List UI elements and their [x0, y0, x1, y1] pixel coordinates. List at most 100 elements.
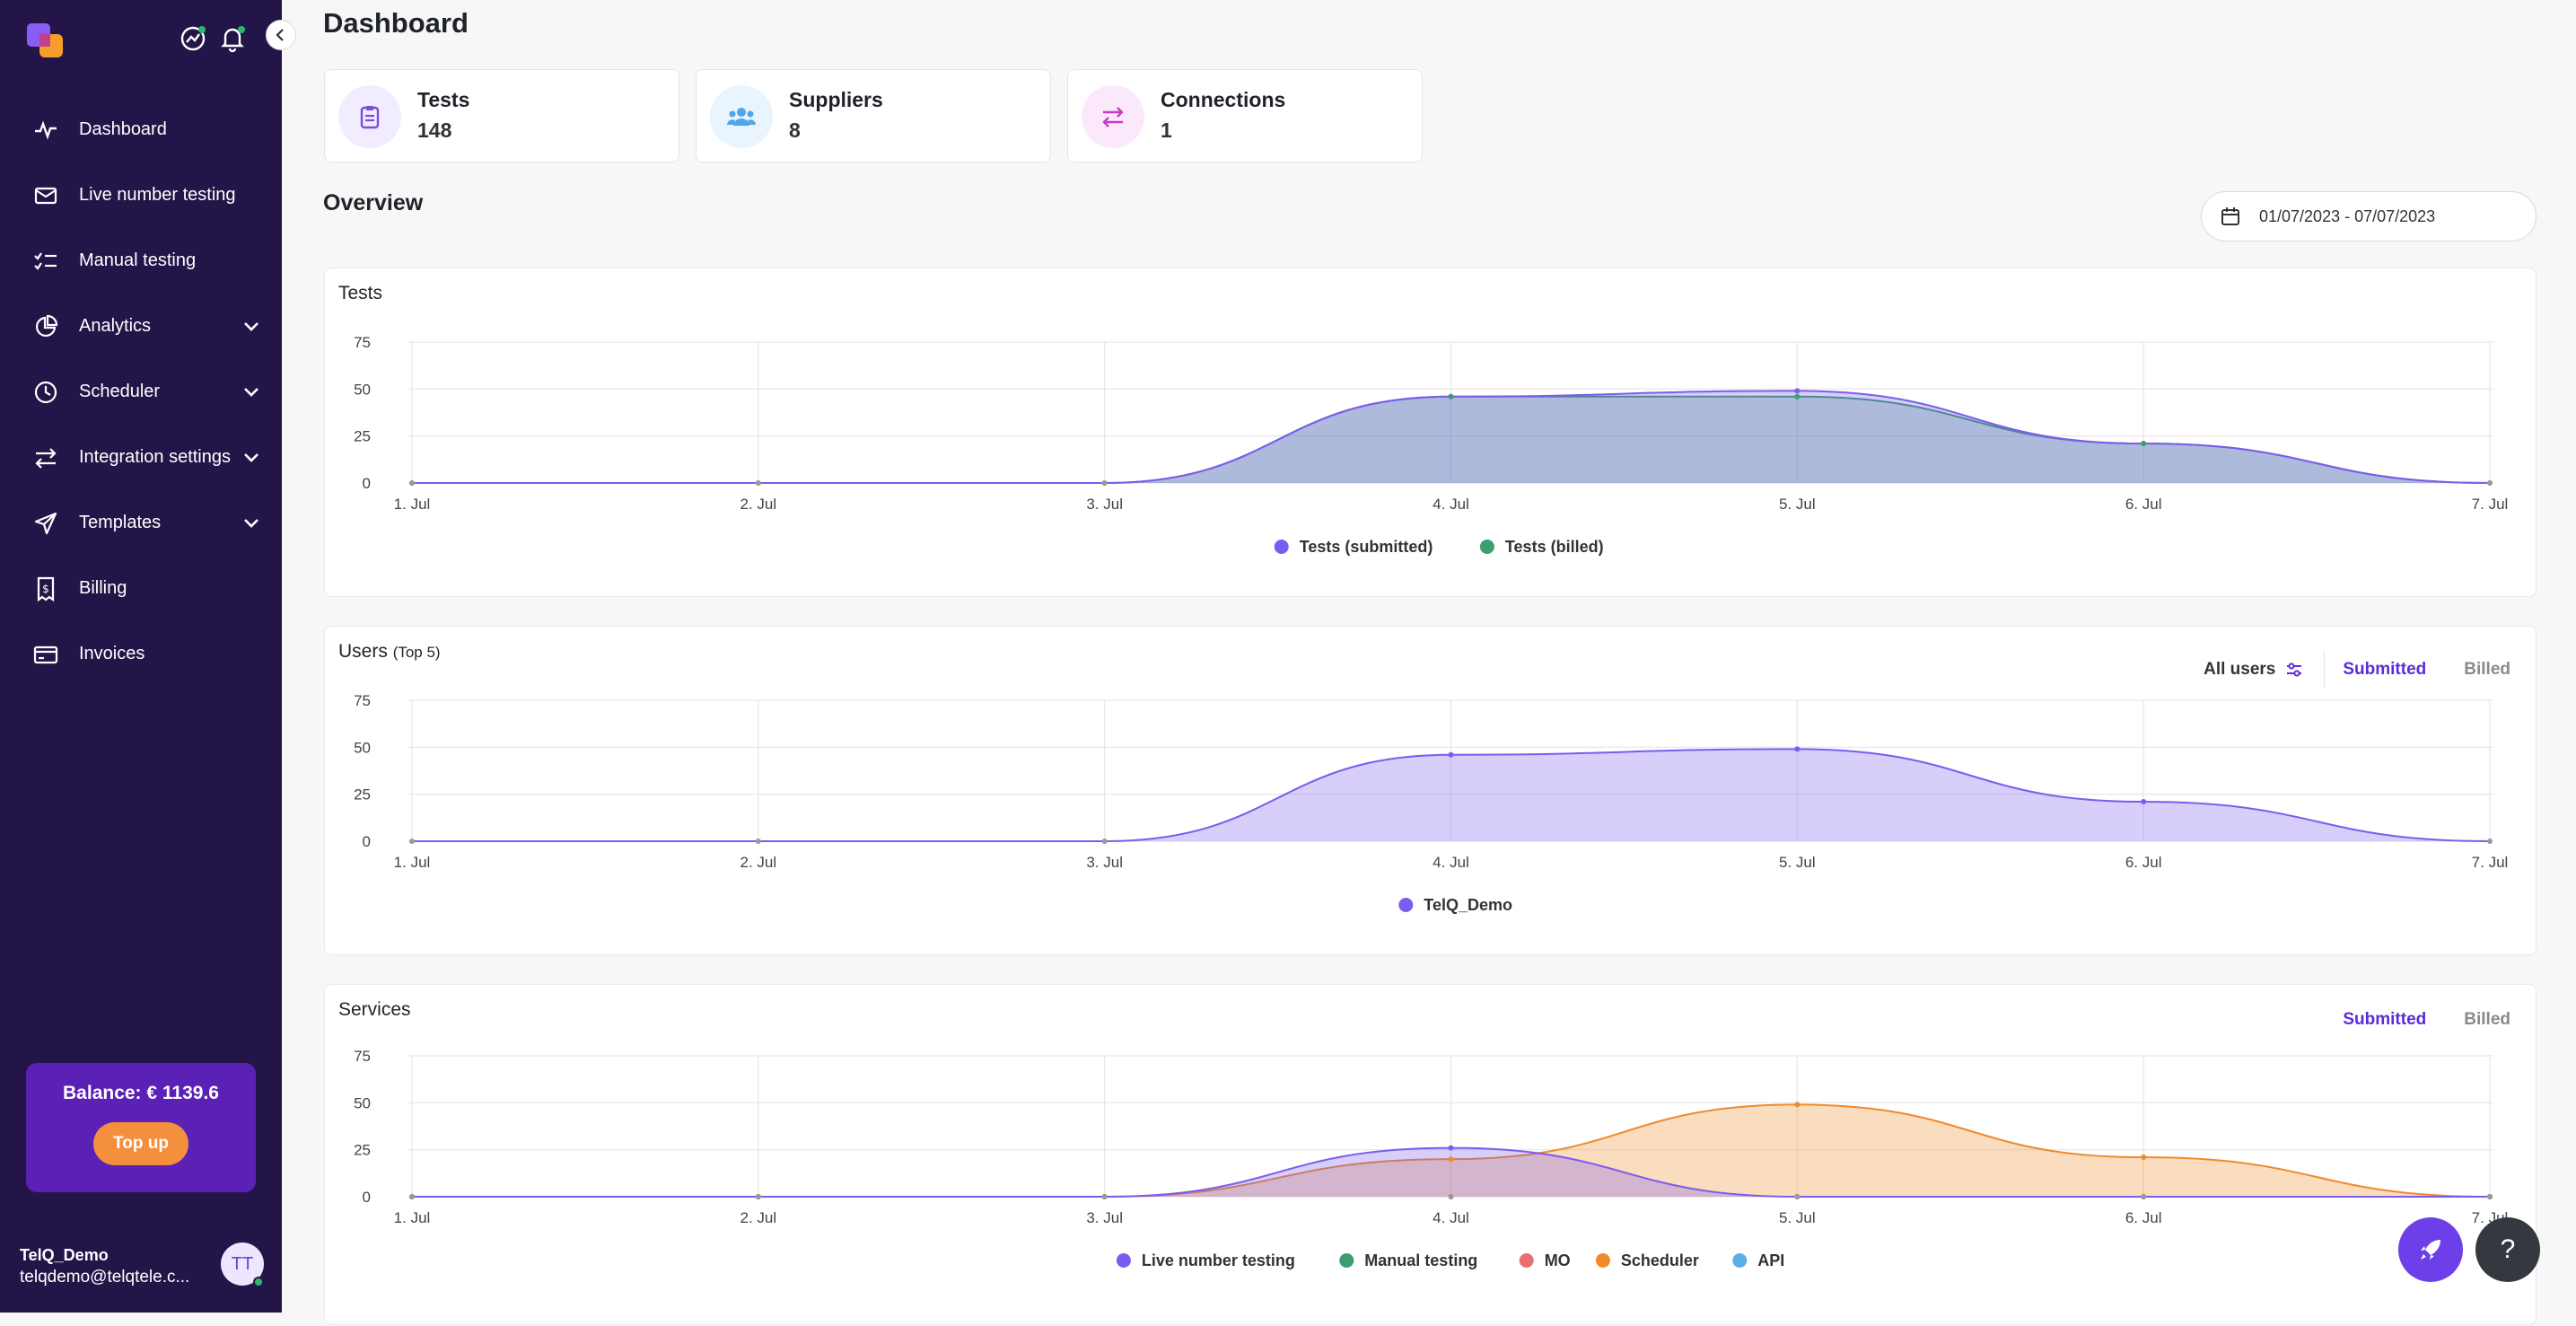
pie-chart-icon [32, 313, 59, 340]
legend-marker [1274, 540, 1289, 554]
x-tick-label: 4. Jul [1433, 854, 1469, 871]
stat-card-tests: Tests 148 [324, 69, 679, 162]
users-chart-panel: Users (Top 5) All users Submitted Billed… [324, 626, 2537, 955]
sidebar-item-analytics[interactable]: Analytics [0, 294, 282, 359]
date-range-value: 01/07/2023 - 07/07/2023 [2259, 206, 2436, 225]
sidebar-item-label: Dashboard [79, 119, 167, 139]
chevron-down-icon[interactable] [241, 315, 262, 337]
users-icon [710, 85, 773, 148]
y-tick-label: 25 [354, 786, 371, 804]
data-point [1794, 393, 1801, 400]
sidebar-item-label: Live number testing [79, 185, 236, 205]
all-users-filter[interactable]: All users [2204, 660, 2304, 680]
rocket-icon [2421, 1240, 2440, 1260]
user-email: telqdemo@telqtele.c... [20, 1268, 190, 1286]
series-area [412, 396, 2490, 483]
user-name: TelQ_Demo [20, 1246, 109, 1264]
services-chart-panel: Services Submitted Billed 75 50 25 0 1. Jul 2… [324, 984, 2537, 1325]
chevron-down-icon[interactable] [241, 512, 262, 533]
panel-title: Services [338, 999, 411, 1020]
data-point [1101, 480, 1108, 486]
tab-billed[interactable]: Billed [2464, 660, 2510, 679]
sidebar-item-scheduler[interactable]: Scheduler [0, 359, 282, 425]
sidebar: Dashboard Live number testing Manual tes… [0, 0, 282, 1313]
panel-title-text: Users [338, 641, 388, 662]
x-tick-label: 2. Jul [740, 1209, 777, 1226]
date-range-picker[interactable]: 01/07/2023 - 07/07/2023 [2201, 191, 2537, 241]
data-point [2487, 1194, 2493, 1199]
legend-marker [1116, 1253, 1131, 1268]
sidebar-item-label: Invoices [79, 644, 145, 663]
chevron-left-icon [276, 29, 284, 41]
sidebar-item-templates[interactable]: Templates [0, 490, 282, 556]
data-point [755, 1194, 761, 1199]
y-tick-label: 0 [363, 475, 371, 492]
sidebar-collapse-button[interactable] [266, 20, 296, 50]
legend-marker [1732, 1253, 1748, 1268]
x-tick-label: 6. Jul [2125, 1209, 2162, 1226]
stat-value: 1 [1161, 119, 1172, 142]
chevron-down-icon[interactable] [241, 446, 262, 468]
tab-submitted[interactable]: Submitted [2343, 1010, 2427, 1029]
x-tick-label: 5. Jul [1779, 1209, 1816, 1226]
help-button[interactable]: ? [2475, 1217, 2540, 1282]
sidebar-item-label: Scheduler [79, 382, 161, 401]
sidebar-item-label: Analytics [79, 316, 152, 336]
legend-label: TelQ_Demo [1424, 896, 1512, 914]
legend-label: Tests (billed) [1505, 538, 1604, 556]
sidebar-item-manual-testing[interactable]: Manual testing [0, 228, 282, 294]
data-point [1794, 746, 1801, 752]
data-point [2141, 799, 2147, 805]
sidebar-item-billing[interactable]: $ Billing [0, 556, 282, 621]
user-profile[interactable]: TelQ_Demo telqdemo@telqtele.c... TT [0, 1217, 282, 1313]
data-point [755, 480, 761, 486]
legend-marker [1479, 540, 1494, 554]
data-point [2141, 1194, 2147, 1199]
x-tick-label: 1. Jul [394, 496, 431, 513]
sidebar-item-label: Templates [79, 513, 162, 532]
x-tick-label: 7. Jul [2472, 854, 2509, 871]
data-point [1794, 1194, 1801, 1199]
x-tick-label: 4. Jul [1433, 496, 1469, 513]
bell-icon[interactable] [217, 23, 248, 54]
send-icon [32, 510, 59, 537]
analytics-icon[interactable] [178, 23, 208, 54]
services-chart-controls: Submitted Billed [2325, 1010, 2510, 1030]
y-tick-label: 0 [363, 1189, 371, 1206]
x-tick-label: 6. Jul [2125, 854, 2162, 871]
sidebar-item-live-number-testing[interactable]: Live number testing [0, 162, 282, 228]
telq-logo[interactable] [25, 20, 68, 63]
top-up-button[interactable]: Top up [93, 1122, 188, 1165]
sidebar-item-dashboard[interactable]: Dashboard [0, 97, 282, 162]
legend-marker [1398, 898, 1414, 912]
data-point [755, 839, 761, 844]
avatar[interactable]: TT [221, 1243, 264, 1286]
svg-text:$: $ [42, 583, 49, 595]
online-status-dot [253, 1277, 264, 1287]
legend-label: API [1757, 1251, 1784, 1269]
data-point [1448, 1194, 1454, 1199]
x-tick-label: 3. Jul [1086, 496, 1123, 513]
rocket-button[interactable] [2398, 1217, 2463, 1282]
chevron-down-icon[interactable] [241, 381, 262, 402]
tab-billed[interactable]: Billed [2464, 1010, 2510, 1029]
users-area-chart: 75 50 25 0 1. Jul 2. Jul 3. Jul 4. Jul 5. Jul 6. … [354, 692, 2509, 914]
legend-label: MO [1545, 1251, 1571, 1269]
data-point [1448, 1156, 1454, 1163]
sidebar-nav: Dashboard Live number testing Manual tes… [0, 97, 282, 687]
data-point [409, 480, 415, 486]
sidebar-item-integration-settings[interactable]: Integration settings [0, 425, 282, 490]
legend-marker [1595, 1253, 1610, 1268]
y-tick-label: 0 [363, 833, 371, 850]
stat-label: Suppliers [789, 88, 883, 111]
x-tick-label: 4. Jul [1433, 1209, 1469, 1226]
arrows-swap-icon [32, 444, 59, 471]
services-area-chart: 75 50 25 0 1. Jul 2. Jul 3. Jul 4. Jul 5. Jul 6. … [354, 1048, 2508, 1269]
data-point [1101, 1194, 1108, 1199]
series-area [412, 749, 2490, 841]
sidebar-item-invoices[interactable]: Invoices [0, 621, 282, 687]
tab-submitted[interactable]: Submitted [2343, 660, 2427, 679]
users-chart-controls: All users Submitted Billed [2204, 652, 2510, 688]
y-tick-label: 25 [354, 1142, 371, 1159]
data-point [2141, 1155, 2147, 1161]
